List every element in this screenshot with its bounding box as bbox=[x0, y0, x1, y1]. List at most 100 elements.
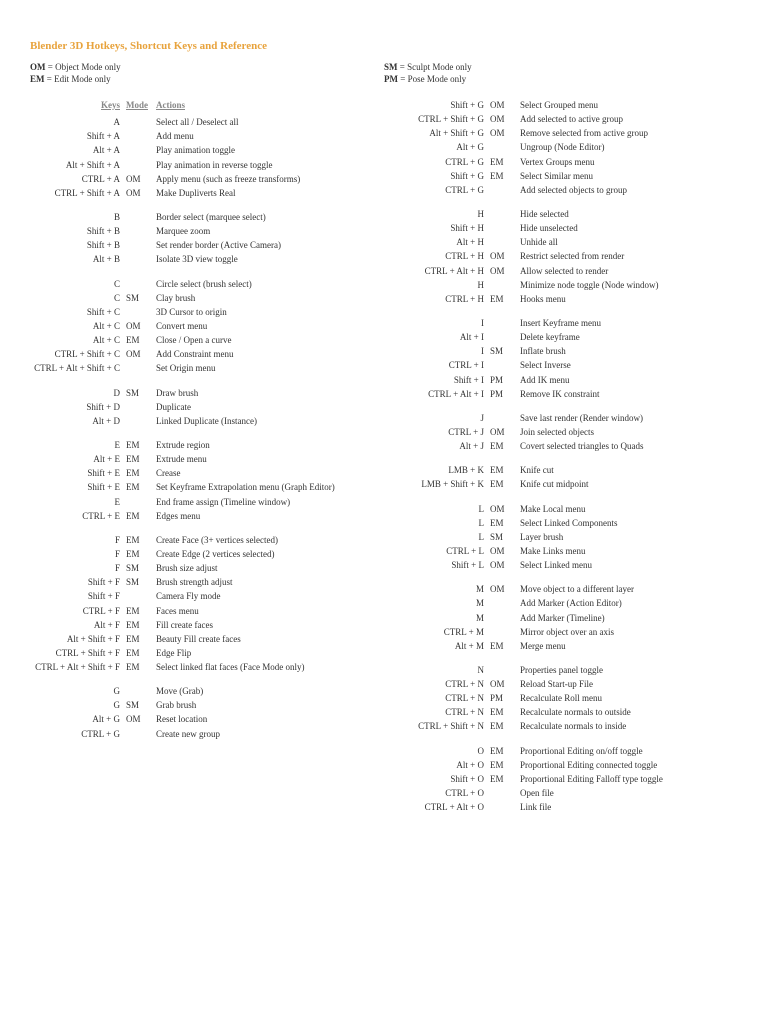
shortcut-key: Alt + M bbox=[394, 639, 490, 653]
shortcut-action: Merge menu bbox=[520, 639, 738, 653]
shortcut-action: Fill create faces bbox=[156, 618, 374, 632]
shortcut-mode: EM bbox=[490, 477, 520, 491]
legend-om-text: = Object Mode only bbox=[46, 62, 121, 72]
shortcut-mode: EM bbox=[490, 719, 520, 733]
shortcut-action: Set Keyframe Extrapolation menu (Graph E… bbox=[156, 480, 374, 494]
shortcut-action: Knife cut bbox=[520, 463, 738, 477]
shortcut-key: Alt + G bbox=[394, 140, 490, 154]
shortcut-key: CTRL + A bbox=[30, 172, 126, 186]
shortcut-key: CTRL + H bbox=[394, 292, 490, 306]
shortcut-key: CTRL + M bbox=[394, 625, 490, 639]
shortcut-action: 3D Cursor to origin bbox=[156, 305, 374, 319]
shortcut-key: C bbox=[30, 277, 126, 291]
shortcut-key: Shift + A bbox=[30, 129, 126, 143]
shortcut-mode: SM bbox=[490, 530, 520, 544]
header-mode: Mode bbox=[126, 98, 156, 115]
right-column: Shift + GOMSelect Grouped menuCTRL + Shi… bbox=[394, 98, 738, 814]
shortcut-mode bbox=[126, 684, 156, 698]
shortcut-mode bbox=[490, 358, 520, 372]
shortcut-key: Alt + F bbox=[30, 618, 126, 632]
shortcut-mode: EM bbox=[490, 705, 520, 719]
shortcut-action: Recalculate normals to inside bbox=[520, 719, 738, 733]
shortcut-key: L bbox=[394, 516, 490, 530]
shortcut-key: CTRL + Shift + F bbox=[30, 646, 126, 660]
shortcut-key: Shift + G bbox=[394, 98, 490, 112]
shortcut-mode bbox=[126, 158, 156, 172]
mode-legend: OM = Object Mode only EM = Edit Mode onl… bbox=[30, 62, 738, 86]
shortcut-mode: OM bbox=[490, 677, 520, 691]
shortcut-key: CTRL + E bbox=[30, 509, 126, 523]
shortcut-mode bbox=[126, 224, 156, 238]
shortcut-key: Shift + F bbox=[30, 575, 126, 589]
shortcut-mode bbox=[490, 786, 520, 800]
shortcut-mode: EM bbox=[490, 292, 520, 306]
shortcut-action: Minimize node toggle (Node window) bbox=[520, 278, 738, 292]
shortcut-mode: EM bbox=[126, 333, 156, 347]
shortcut-action: Hide selected bbox=[520, 207, 738, 221]
shortcut-action: Allow selected to render bbox=[520, 264, 738, 278]
shortcut-mode bbox=[490, 140, 520, 154]
shortcut-mode: SM bbox=[126, 698, 156, 712]
shortcut-mode: EM bbox=[490, 639, 520, 653]
shortcut-mode bbox=[490, 663, 520, 677]
shortcut-action: Select Linked menu bbox=[520, 558, 738, 572]
legend-pm-text: = Pose Mode only bbox=[398, 74, 466, 84]
shortcut-action: Proportional Editing connected toggle bbox=[520, 758, 738, 772]
page-title: Blender 3D Hotkeys, Shortcut Keys and Re… bbox=[30, 40, 738, 52]
shortcut-action: Set Origin menu bbox=[156, 361, 374, 375]
shortcut-action: Add Marker (Action Editor) bbox=[520, 596, 738, 610]
shortcut-action: Hide unselected bbox=[520, 221, 738, 235]
shortcut-key: CTRL + I bbox=[394, 358, 490, 372]
shortcut-mode: OM bbox=[126, 186, 156, 200]
shortcut-action: Move (Grab) bbox=[156, 684, 374, 698]
shortcut-key: M bbox=[394, 611, 490, 625]
shortcut-action: Play animation in reverse toggle bbox=[156, 158, 374, 172]
shortcut-mode bbox=[126, 252, 156, 266]
shortcut-mode: OM bbox=[126, 172, 156, 186]
shortcut-mode: OM bbox=[490, 582, 520, 596]
shortcut-action: Knife cut midpoint bbox=[520, 477, 738, 491]
shortcut-mode bbox=[490, 235, 520, 249]
shortcut-key: CTRL + G bbox=[394, 155, 490, 169]
shortcut-mode: EM bbox=[126, 547, 156, 561]
left-column: Keys Mode Actions ASelect all / Deselect… bbox=[30, 98, 374, 814]
shortcut-mode: OM bbox=[126, 712, 156, 726]
shortcut-key: Alt + I bbox=[394, 330, 490, 344]
shortcut-key: O bbox=[394, 744, 490, 758]
shortcut-key: F bbox=[30, 547, 126, 561]
shortcut-mode bbox=[126, 495, 156, 509]
shortcut-key: A bbox=[30, 115, 126, 129]
shortcut-action: Play animation toggle bbox=[156, 143, 374, 157]
shortcut-action: Draw brush bbox=[156, 386, 374, 400]
shortcut-key: CTRL + L bbox=[394, 544, 490, 558]
shortcut-action: Create Edge (2 vertices selected) bbox=[156, 547, 374, 561]
shortcut-key: H bbox=[394, 278, 490, 292]
shortcut-key: G bbox=[30, 698, 126, 712]
shortcut-action: Covert selected triangles to Quads bbox=[520, 439, 738, 453]
shortcut-action: Add Marker (Timeline) bbox=[520, 611, 738, 625]
shortcut-key: Shift + F bbox=[30, 589, 126, 603]
shortcut-key: Alt + C bbox=[30, 319, 126, 333]
shortcut-key: Shift + C bbox=[30, 305, 126, 319]
shortcut-key: CTRL + Shift + A bbox=[30, 186, 126, 200]
shortcut-action: Faces menu bbox=[156, 604, 374, 618]
shortcut-mode: EM bbox=[126, 438, 156, 452]
shortcut-action: Reset location bbox=[156, 712, 374, 726]
legend-sm-abbr: SM bbox=[384, 62, 398, 72]
shortcut-mode: EM bbox=[126, 452, 156, 466]
legend-em-abbr: EM bbox=[30, 74, 45, 84]
shortcut-key: LMB + Shift + K bbox=[394, 477, 490, 491]
shortcut-mode bbox=[126, 361, 156, 375]
shortcut-action: Isolate 3D view toggle bbox=[156, 252, 374, 266]
shortcut-mode: EM bbox=[490, 772, 520, 786]
shortcut-key: Shift + L bbox=[394, 558, 490, 572]
shortcut-key: M bbox=[394, 582, 490, 596]
shortcut-mode bbox=[490, 183, 520, 197]
shortcut-action: Create Face (3+ vertices selected) bbox=[156, 533, 374, 547]
shortcut-action: Select Inverse bbox=[520, 358, 738, 372]
shortcut-mode bbox=[126, 414, 156, 428]
shortcut-key: CTRL + N bbox=[394, 705, 490, 719]
shortcut-action: Properties panel toggle bbox=[520, 663, 738, 677]
shortcut-key: H bbox=[394, 207, 490, 221]
shortcut-action: Set render border (Active Camera) bbox=[156, 238, 374, 252]
